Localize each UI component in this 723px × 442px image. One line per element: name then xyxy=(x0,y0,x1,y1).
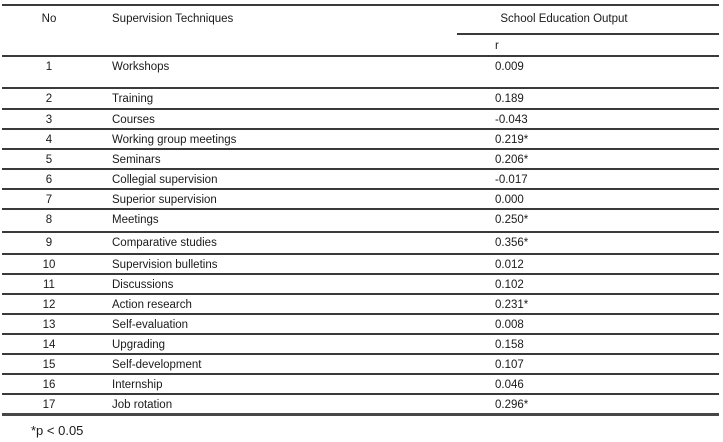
cell-r-value: 0.189 xyxy=(457,88,719,110)
cell-no: 5 xyxy=(2,149,96,170)
cell-no: 1 xyxy=(2,56,96,89)
cell-technique: Working group meetings xyxy=(96,129,457,150)
table-row: 8 Meetings 0.250* xyxy=(2,209,719,233)
cell-no: 9 xyxy=(2,232,96,255)
cell-r-value: 0.296* xyxy=(457,394,719,416)
cell-technique: Discussions xyxy=(96,274,457,295)
cell-no: 7 xyxy=(2,189,96,210)
cell-no: 4 xyxy=(2,129,96,150)
cell-no: 17 xyxy=(2,394,96,416)
table-row: 11 Discussions 0.102 xyxy=(2,274,719,295)
table-header: No Supervision Techniques School Educati… xyxy=(2,5,719,57)
table-row: 17 Job rotation 0.296* xyxy=(2,394,719,416)
cell-r-value: 0.012 xyxy=(457,254,719,275)
cell-no: 3 xyxy=(2,109,96,130)
cell-r-value: 0.250* xyxy=(457,209,719,233)
significance-footnote: *p < 0.05 xyxy=(31,422,84,438)
correlation-table: No Supervision Techniques School Educati… xyxy=(2,4,719,416)
cell-technique: Job rotation xyxy=(96,394,457,416)
cell-r-value: 0.219* xyxy=(457,129,719,150)
cell-technique: Seminars xyxy=(96,149,457,170)
cell-technique: Training xyxy=(96,88,457,110)
cell-r-value: 0.008 xyxy=(457,314,719,335)
cell-no: 6 xyxy=(2,169,96,190)
cell-no: 10 xyxy=(2,254,96,275)
table-row: 16 Internship 0.046 xyxy=(2,374,719,395)
cell-technique: Action research xyxy=(96,294,457,315)
cell-r-value: 0.231* xyxy=(457,294,719,315)
table-row: 13 Self-evaluation 0.008 xyxy=(2,314,719,335)
cell-technique: Self-evaluation xyxy=(96,314,457,335)
cell-r-value: 0.046 xyxy=(457,374,719,395)
cell-r-value: 0.009 xyxy=(457,56,719,89)
cell-r-value: 0.107 xyxy=(457,354,719,375)
cell-r-value: -0.017 xyxy=(457,169,719,190)
cell-technique: Workshops xyxy=(96,56,457,89)
cell-no: 15 xyxy=(2,354,96,375)
table-row: 5 Seminars 0.206* xyxy=(2,149,719,170)
cell-no: 2 xyxy=(2,88,96,110)
cell-r-value: 0.206* xyxy=(457,149,719,170)
cell-r-value: 0.158 xyxy=(457,334,719,355)
cell-no: 12 xyxy=(2,294,96,315)
table-row: 15 Self-development 0.107 xyxy=(2,354,719,375)
table-body: 1 Workshops 0.009 2 Training 0.189 3 Cou… xyxy=(2,56,719,416)
cell-r-value: 0.102 xyxy=(457,274,719,295)
cell-r-value: -0.043 xyxy=(457,109,719,130)
cell-technique: Superior supervision xyxy=(96,189,457,210)
cell-technique: Courses xyxy=(96,109,457,130)
cell-technique: Comparative studies xyxy=(96,232,457,255)
table-row: 12 Action research 0.231* xyxy=(2,294,719,315)
table-row: 2 Training 0.189 xyxy=(2,88,719,110)
cell-no: 14 xyxy=(2,334,96,355)
table-row: 6 Collegial supervision -0.017 xyxy=(2,169,719,190)
table-row: 4 Working group meetings 0.219* xyxy=(2,129,719,150)
cell-technique: Meetings xyxy=(96,209,457,233)
col-header-supervision-techniques: Supervision Techniques xyxy=(96,5,457,57)
cell-technique: Self-development xyxy=(96,354,457,375)
cell-no: 11 xyxy=(2,274,96,295)
cell-technique: Internship xyxy=(96,374,457,395)
table-row: 10 Supervision bulletins 0.012 xyxy=(2,254,719,275)
table-row: 1 Workshops 0.009 xyxy=(2,56,719,89)
cell-technique: Supervision bulletins xyxy=(96,254,457,275)
cell-r-value: 0.000 xyxy=(457,189,719,210)
cell-no: 8 xyxy=(2,209,96,233)
subheader-r: r xyxy=(457,34,719,57)
cell-no: 16 xyxy=(2,374,96,395)
table-row: 3 Courses -0.043 xyxy=(2,109,719,130)
table-row: 7 Superior supervision 0.000 xyxy=(2,189,719,210)
col-header-school-education-output: School Education Output xyxy=(457,5,719,35)
col-header-no: No xyxy=(2,5,96,57)
cell-technique: Collegial supervision xyxy=(96,169,457,190)
cell-r-value: 0.356* xyxy=(457,232,719,255)
table-row: 14 Upgrading 0.158 xyxy=(2,334,719,355)
table-row: 9 Comparative studies 0.356* xyxy=(2,232,719,255)
cell-no: 13 xyxy=(2,314,96,335)
cell-technique: Upgrading xyxy=(96,334,457,355)
